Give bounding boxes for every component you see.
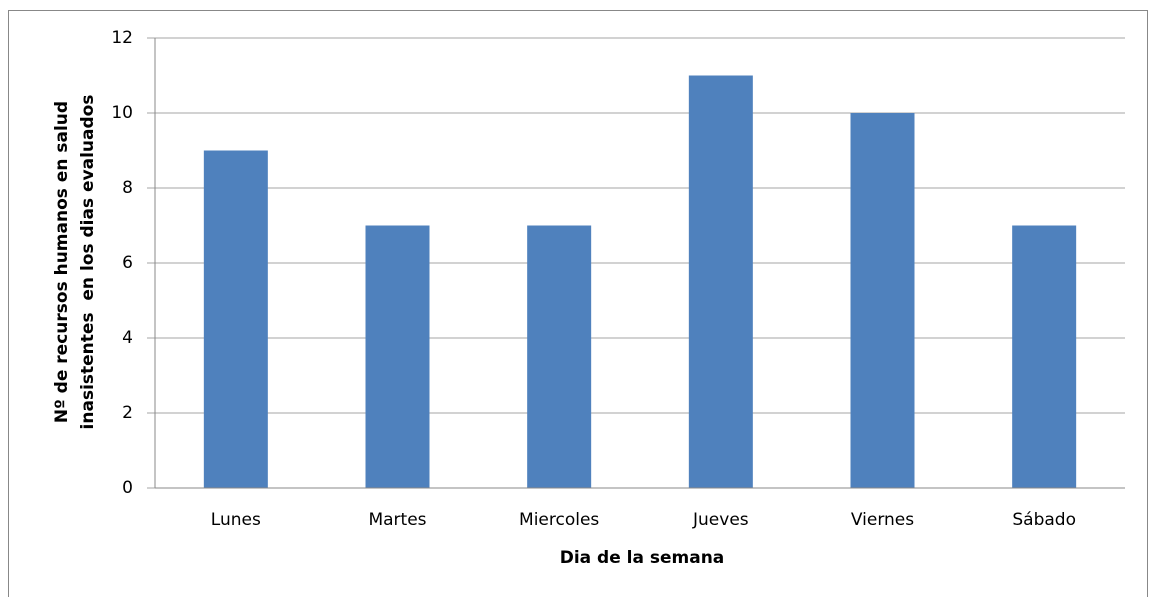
x-tick-label: Lunes [211, 510, 261, 530]
y-tick-label: 0 [122, 478, 133, 498]
x-tick-label: Sábado [1012, 510, 1076, 530]
x-axis-label: Dia de la semana [560, 548, 725, 568]
bar [527, 225, 592, 488]
y-tick-label: 8 [122, 178, 133, 198]
x-tick-label: Jueves [692, 510, 749, 530]
y-axis-label: Nº de recursos humanos en salud [52, 101, 72, 423]
y-tick-label: 12 [111, 28, 133, 48]
x-tick-label: Viernes [851, 510, 914, 530]
bar [850, 113, 915, 488]
y-axis-label: inasistentes en los dias evaluados [78, 95, 98, 430]
x-tick-label: Martes [368, 510, 426, 530]
y-tick-label: 10 [111, 103, 133, 123]
bar [1012, 225, 1077, 488]
bar [365, 225, 430, 488]
bar [688, 75, 753, 488]
y-tick-label: 2 [122, 403, 133, 423]
bar [203, 150, 268, 488]
x-tick-label: Miercoles [519, 510, 599, 530]
y-tick-label: 4 [122, 328, 133, 348]
y-tick-label: 6 [122, 253, 133, 273]
